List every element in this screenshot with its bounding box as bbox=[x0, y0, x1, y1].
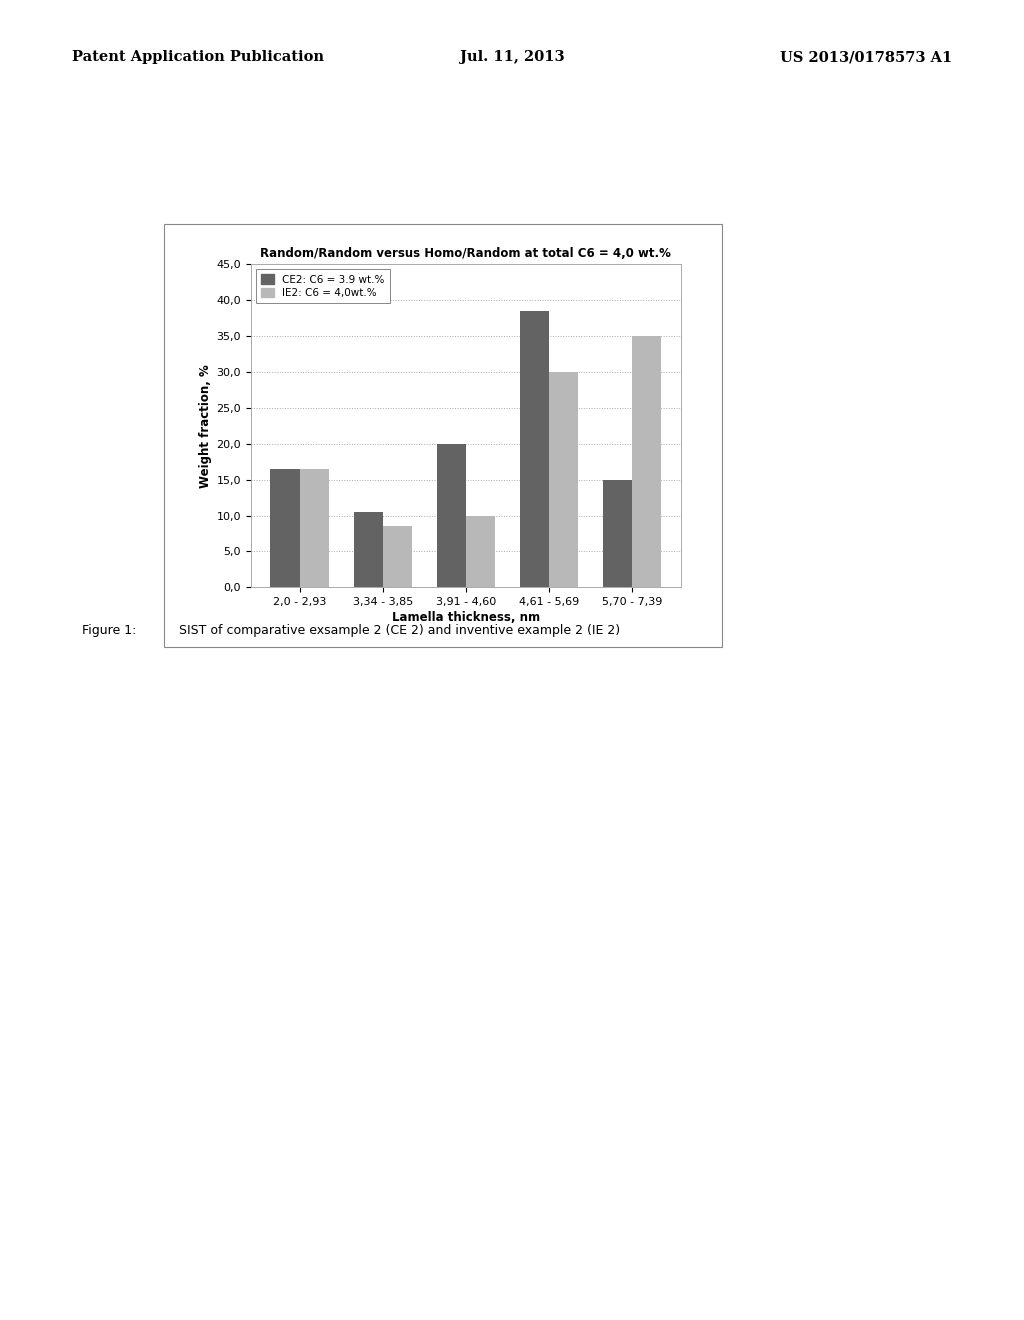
Text: Figure 1:: Figure 1: bbox=[82, 624, 136, 638]
Bar bbox=[270, 469, 300, 587]
Bar bbox=[632, 335, 662, 587]
Legend: CE2: C6 = 3.9 wt.%, IE2: C6 = 4,0wt.%: CE2: C6 = 3.9 wt.%, IE2: C6 = 4,0wt.% bbox=[256, 269, 390, 304]
Bar bbox=[437, 444, 466, 587]
Bar bbox=[383, 527, 412, 587]
Text: US 2013/0178573 A1: US 2013/0178573 A1 bbox=[780, 50, 952, 65]
X-axis label: Lamella thickness, nm: Lamella thickness, nm bbox=[392, 611, 540, 624]
Text: Patent Application Publication: Patent Application Publication bbox=[72, 50, 324, 65]
Bar bbox=[549, 372, 579, 587]
Text: Jul. 11, 2013: Jul. 11, 2013 bbox=[460, 50, 564, 65]
Text: SIST of comparative exsample 2 (CE 2) and inventive example 2 (IE 2): SIST of comparative exsample 2 (CE 2) an… bbox=[179, 624, 621, 638]
Title: Random/Random versus Homo/Random at total C6 = 4,0 wt.%: Random/Random versus Homo/Random at tota… bbox=[260, 247, 672, 260]
Bar bbox=[603, 479, 632, 587]
Bar bbox=[466, 516, 495, 587]
Bar bbox=[520, 310, 549, 587]
Bar bbox=[353, 512, 383, 587]
Bar bbox=[300, 469, 329, 587]
Y-axis label: Weight fraction, %: Weight fraction, % bbox=[200, 364, 212, 487]
